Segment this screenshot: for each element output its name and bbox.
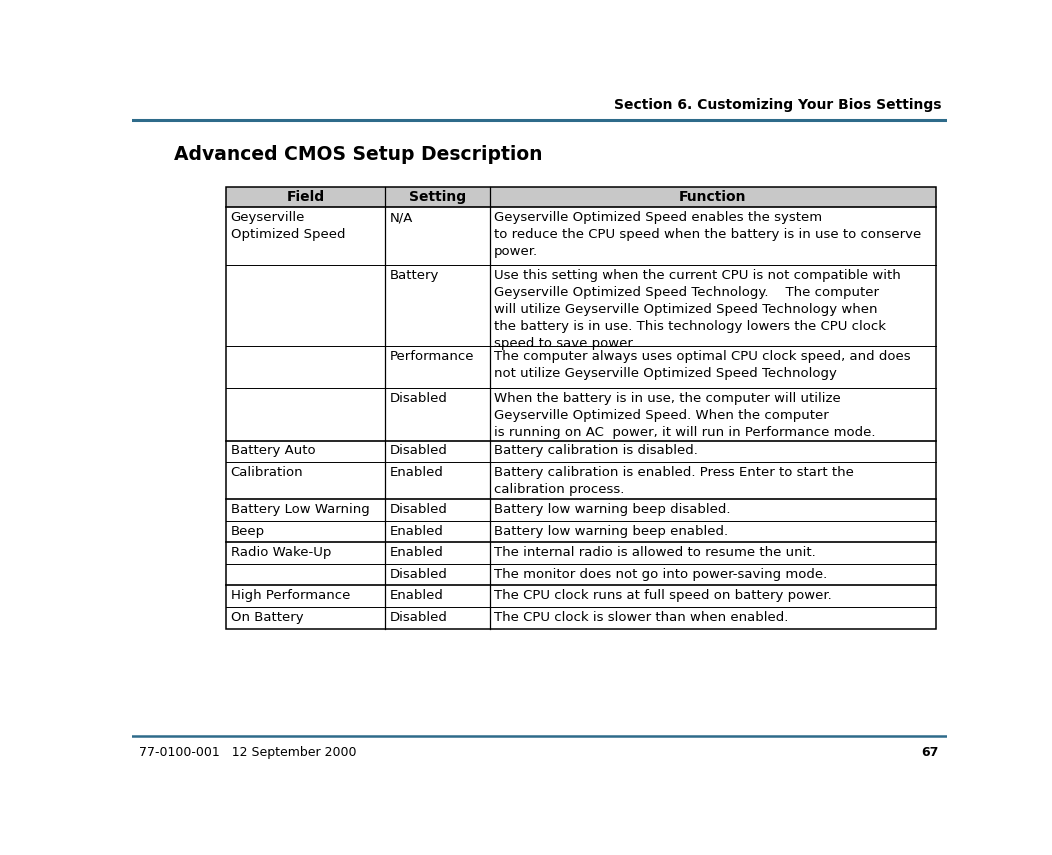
Text: The CPU clock is slower than when enabled.: The CPU clock is slower than when enable… <box>494 610 789 624</box>
Text: The CPU clock runs at full speed on battery power.: The CPU clock runs at full speed on batt… <box>494 589 832 602</box>
Text: Disabled: Disabled <box>389 568 447 581</box>
Text: Enabled: Enabled <box>389 546 444 559</box>
Text: Disabled: Disabled <box>389 392 447 405</box>
Text: 67: 67 <box>922 746 939 758</box>
Text: Performance: Performance <box>389 350 474 363</box>
Text: Battery low warning beep disabled.: Battery low warning beep disabled. <box>494 503 731 516</box>
Text: Battery low warning beep enabled.: Battery low warning beep enabled. <box>494 525 728 538</box>
Text: Battery: Battery <box>389 269 439 282</box>
Text: Disabled: Disabled <box>389 610 447 624</box>
Bar <box>226 187 936 628</box>
Text: Geyserville
Optimized Speed: Geyserville Optimized Speed <box>230 211 345 241</box>
Text: 77-0100-001   12 September 2000: 77-0100-001 12 September 2000 <box>139 746 357 758</box>
Text: Disabled: Disabled <box>389 503 447 516</box>
Text: The internal radio is allowed to resume the unit.: The internal radio is allowed to resume … <box>494 546 816 559</box>
Text: Function: Function <box>679 191 747 204</box>
Text: Section 6. Customizing Your Bios Settings: Section 6. Customizing Your Bios Setting… <box>614 97 942 112</box>
Text: Enabled: Enabled <box>389 525 444 538</box>
Text: Battery Auto: Battery Auto <box>230 445 316 457</box>
Text: When the battery is in use, the computer will utilize
Geyserville Optimized Spee: When the battery is in use, the computer… <box>494 392 875 439</box>
Text: Battery calibration is disabled.: Battery calibration is disabled. <box>494 445 699 457</box>
Text: Enabled: Enabled <box>389 466 444 479</box>
Text: Use this setting when the current CPU is not compatible with
Geyserville Optimiz: Use this setting when the current CPU is… <box>494 269 901 350</box>
Text: Enabled: Enabled <box>389 589 444 602</box>
Text: Calibration: Calibration <box>230 466 303 479</box>
Text: Battery calibration is enabled. Press Enter to start the
calibration process.: Battery calibration is enabled. Press En… <box>494 466 854 496</box>
Text: N/A: N/A <box>389 211 413 224</box>
Bar <box>226 187 936 207</box>
Text: Geyserville Optimized Speed enables the system
to reduce the CPU speed when the : Geyserville Optimized Speed enables the … <box>494 211 922 258</box>
Text: The monitor does not go into power-saving mode.: The monitor does not go into power-savin… <box>494 568 828 581</box>
Text: Beep: Beep <box>230 525 265 538</box>
Text: Field: Field <box>286 191 325 204</box>
Text: Setting: Setting <box>408 191 466 204</box>
Text: Battery Low Warning: Battery Low Warning <box>230 503 369 516</box>
Text: Advanced CMOS Setup Description: Advanced CMOS Setup Description <box>175 145 543 164</box>
Text: The computer always uses optimal CPU clock speed, and does
not utilize Geyservil: The computer always uses optimal CPU clo… <box>494 350 911 380</box>
Text: High Performance: High Performance <box>230 589 350 602</box>
Text: Radio Wake-Up: Radio Wake-Up <box>230 546 331 559</box>
Text: On Battery: On Battery <box>230 610 303 624</box>
Text: Disabled: Disabled <box>389 445 447 457</box>
